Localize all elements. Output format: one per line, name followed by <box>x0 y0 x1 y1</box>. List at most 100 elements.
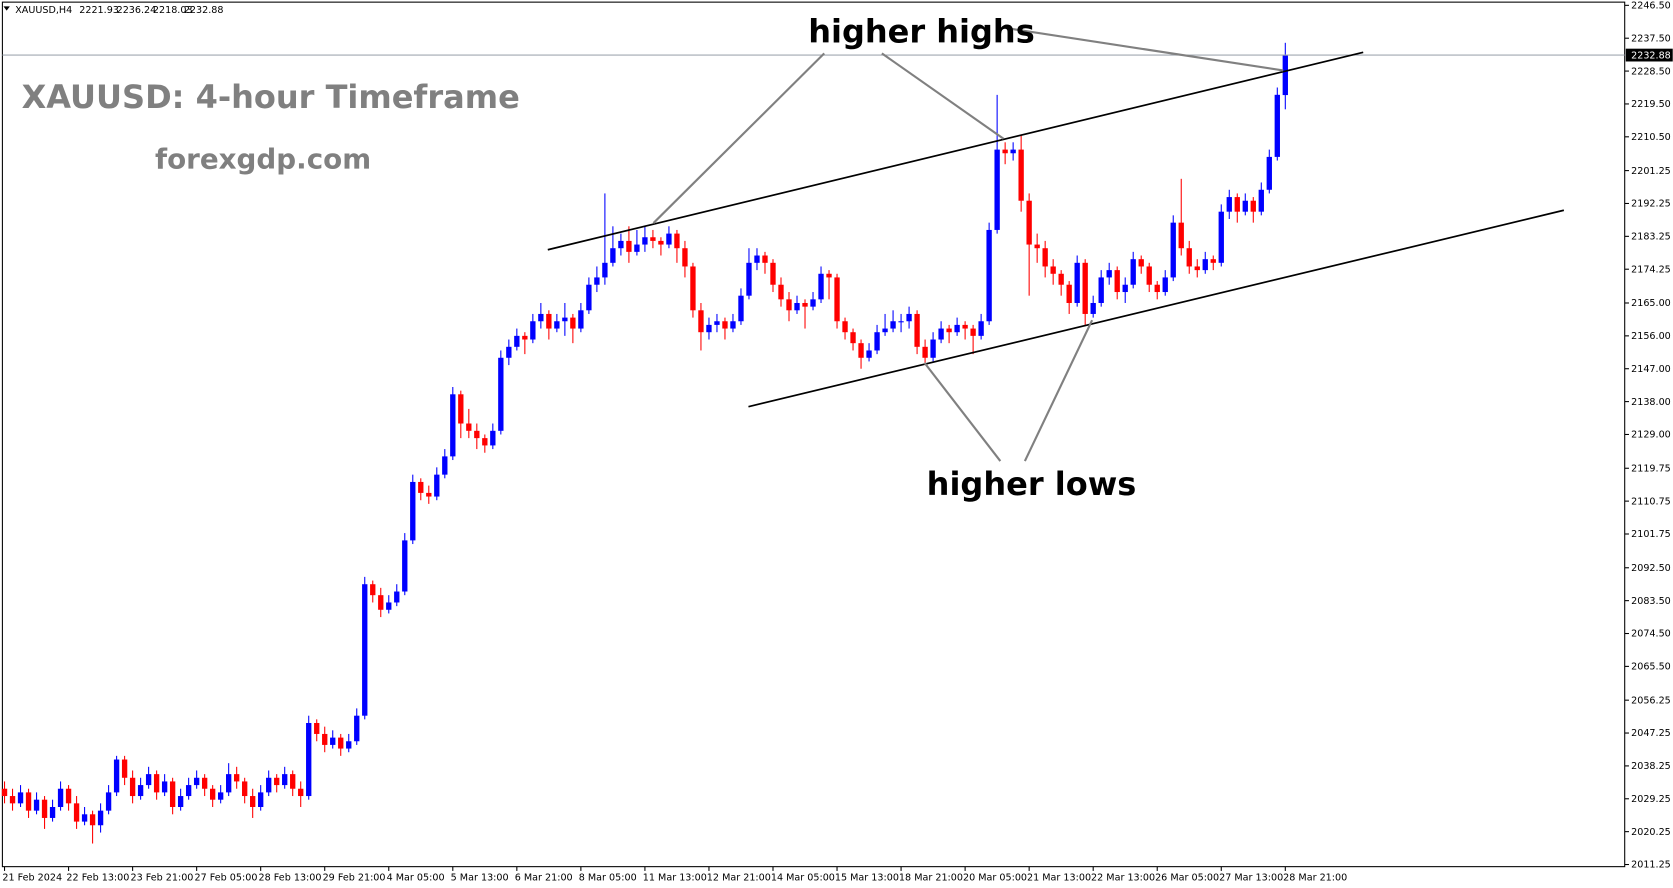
candle-body <box>1098 277 1104 303</box>
y-tick-label: 2210.50 <box>1631 132 1671 143</box>
candle-body <box>394 591 400 603</box>
header-high: 2236.24 <box>117 5 157 16</box>
candle-body <box>226 774 232 793</box>
candle-body <box>177 796 184 807</box>
candle-body <box>153 774 160 793</box>
menu-arrow <box>3 6 10 11</box>
candle-body <box>506 346 512 358</box>
candle-body <box>490 430 496 446</box>
candle-body <box>1154 284 1160 293</box>
pointer <box>652 52 825 224</box>
candle-body <box>642 237 648 245</box>
candle-body <box>1082 262 1088 314</box>
x-tick-label: 23 Feb 21:00 <box>130 873 193 884</box>
candle-body <box>169 781 176 807</box>
candle-body <box>634 244 640 252</box>
candle-body <box>242 781 248 797</box>
candle-body <box>850 332 856 344</box>
candle-body <box>546 313 552 329</box>
candle-body <box>690 266 696 311</box>
candle-body <box>946 328 952 333</box>
candle-body <box>770 262 776 285</box>
candle-body <box>370 584 376 596</box>
candle-body <box>314 722 320 734</box>
candle-body <box>898 321 904 323</box>
pointers <box>652 27 1284 462</box>
candle-body <box>1178 222 1184 249</box>
candle-body <box>706 324 712 333</box>
candle-body <box>1138 259 1144 267</box>
candle-body <box>882 328 888 333</box>
candle-body <box>1218 211 1224 263</box>
x-tick-label: 28 Mar 21:00 <box>1283 873 1347 884</box>
candle-body <box>978 321 984 336</box>
candle-body <box>1122 284 1128 293</box>
chart-title: XAUUSD: 4-hour Timeframe <box>22 78 520 116</box>
candle-body <box>858 343 864 358</box>
candle-body <box>818 273 824 300</box>
candle-body <box>1242 200 1248 212</box>
y-tick-label: 2138.00 <box>1631 397 1671 408</box>
y-tick-label: 2056.25 <box>1631 695 1671 706</box>
y-tick-label: 2237.50 <box>1631 33 1671 44</box>
candle-body <box>842 321 848 333</box>
candle-body <box>410 481 416 541</box>
y-tick-label: 2165.00 <box>1631 298 1671 309</box>
candle-body <box>1234 197 1240 212</box>
candle-body <box>466 423 472 431</box>
candle-body <box>682 248 688 267</box>
candle-body <box>1034 244 1040 249</box>
candle-body <box>1258 189 1264 212</box>
candle-body <box>570 317 576 329</box>
candle-body <box>274 777 280 786</box>
candle-body <box>1018 149 1024 201</box>
candle-body <box>618 240 624 249</box>
candle-body <box>41 799 48 818</box>
candle-body <box>121 759 128 778</box>
candle-body <box>209 788 216 800</box>
candle-body <box>57 788 64 807</box>
candle-body <box>354 715 360 742</box>
y-tick-label: 2147.00 <box>1631 364 1671 375</box>
candle-body <box>530 321 536 340</box>
candle-body <box>650 237 656 241</box>
x-tick-label: 4 Mar 05:00 <box>387 873 445 884</box>
pointer <box>881 52 1005 140</box>
x-tick-label: 21 Mar 13:00 <box>1027 873 1091 884</box>
candle-body <box>1210 259 1216 263</box>
candle-body <box>554 321 560 329</box>
candle-body <box>97 810 104 826</box>
candle-body <box>338 737 344 749</box>
candle-body <box>594 277 600 285</box>
candle-body <box>161 781 168 793</box>
candle-body <box>738 295 744 322</box>
candle-body <box>185 785 192 797</box>
candle-body <box>1130 259 1136 285</box>
candle-body <box>714 321 720 325</box>
candle-body <box>33 799 40 811</box>
candle-body <box>826 273 832 278</box>
candle-body <box>129 777 136 797</box>
pointer <box>1010 27 1284 72</box>
candle-body <box>1106 270 1112 278</box>
candle-body <box>890 321 896 329</box>
x-tick-label: 11 Mar 13:00 <box>643 873 707 884</box>
y-tick-label: 2156.00 <box>1631 331 1671 342</box>
candle-body <box>1266 156 1272 190</box>
x-tick-label: 26 Mar 05:00 <box>1155 873 1219 884</box>
candle-body <box>498 357 504 431</box>
candle-body <box>954 324 960 333</box>
y-tick-label: 2129.00 <box>1631 430 1671 441</box>
x-tick-label: 22 Feb 13:00 <box>66 873 129 884</box>
candle-body <box>65 788 72 804</box>
header-open: 2221.93 <box>79 5 119 16</box>
y-tick-label: 2047.25 <box>1631 728 1671 739</box>
candle-body <box>442 456 448 475</box>
pointer <box>1023 319 1094 462</box>
y-tick-label: 2038.25 <box>1631 761 1671 772</box>
candle-body <box>610 248 616 263</box>
trendlines <box>547 51 1565 408</box>
candle-body <box>402 540 408 592</box>
candle-body <box>1162 277 1168 293</box>
candle-body <box>145 774 152 786</box>
